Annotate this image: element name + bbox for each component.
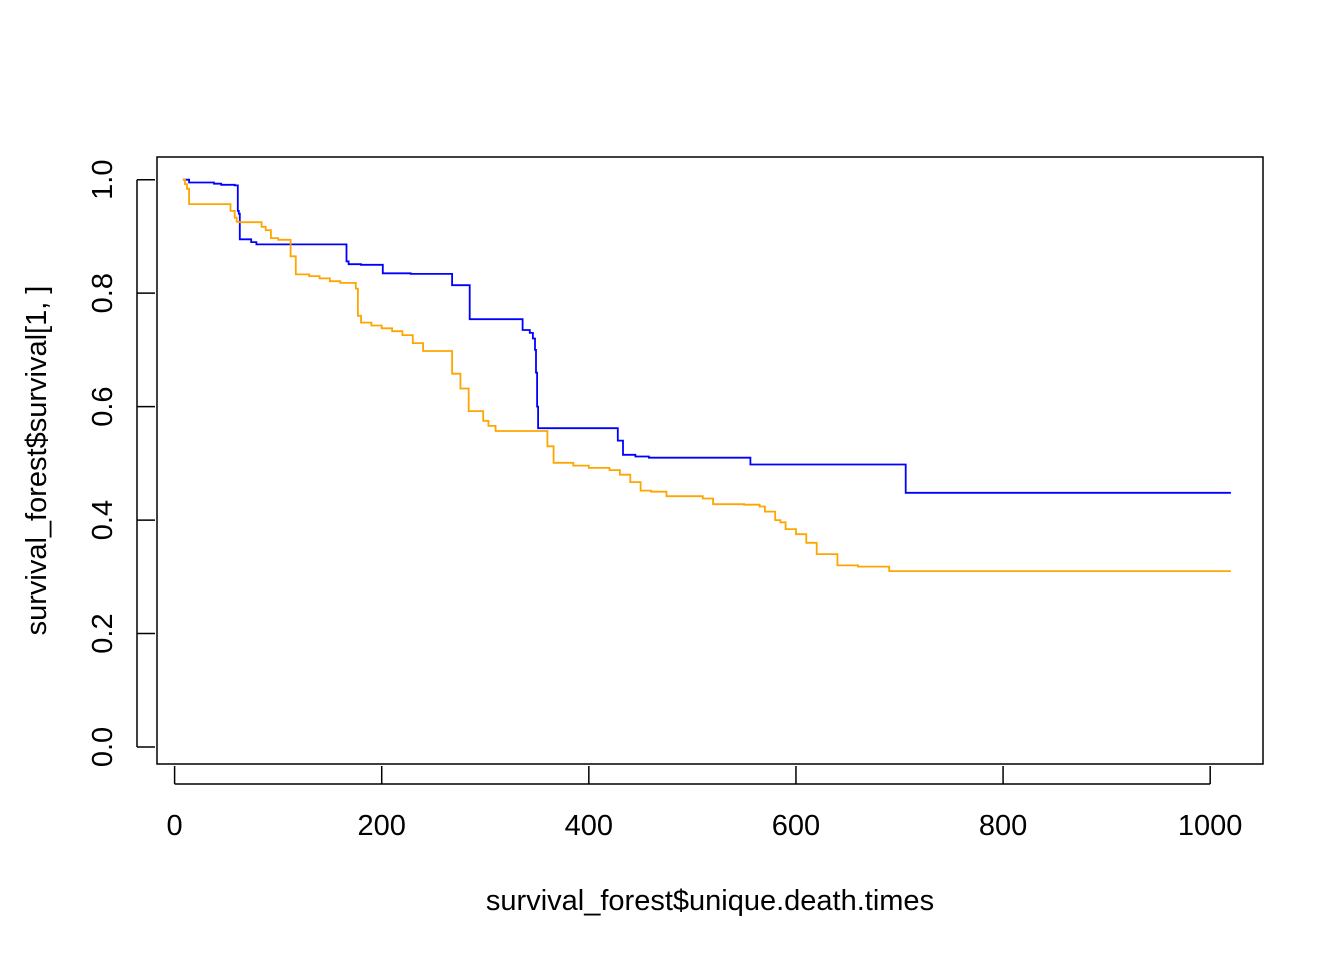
x-axis-title: survival_forest$unique.death.times — [486, 885, 934, 917]
series-layer — [182, 178, 1231, 572]
y-axis-title: survival_forest$survival[1, ] — [21, 286, 53, 636]
x-tick-label: 400 — [565, 810, 613, 842]
y-tick-label: 0.2 — [87, 613, 119, 653]
y-tick-label: 0.8 — [87, 273, 119, 313]
y-tick-label: 0.6 — [87, 386, 119, 426]
x-tick-label: 1000 — [1178, 810, 1243, 842]
series-0-line — [182, 178, 1231, 494]
y-axis: 0.0 0.2 0.4 0.6 0.8 1.0 — [87, 160, 155, 767]
x-tick-label: 600 — [772, 810, 820, 842]
x-axis: 0 200 400 600 800 1000 — [167, 766, 1243, 842]
y-tick-label: 1.0 — [87, 160, 119, 200]
plot-frame — [156, 156, 1264, 765]
x-tick-label: 200 — [358, 810, 406, 842]
x-tick-label: 800 — [979, 810, 1027, 842]
y-tick-label: 0.4 — [87, 500, 119, 540]
y-tick-label: 0.0 — [87, 727, 119, 767]
x-tick-label: 0 — [167, 810, 183, 842]
series-1-line — [182, 178, 1231, 572]
